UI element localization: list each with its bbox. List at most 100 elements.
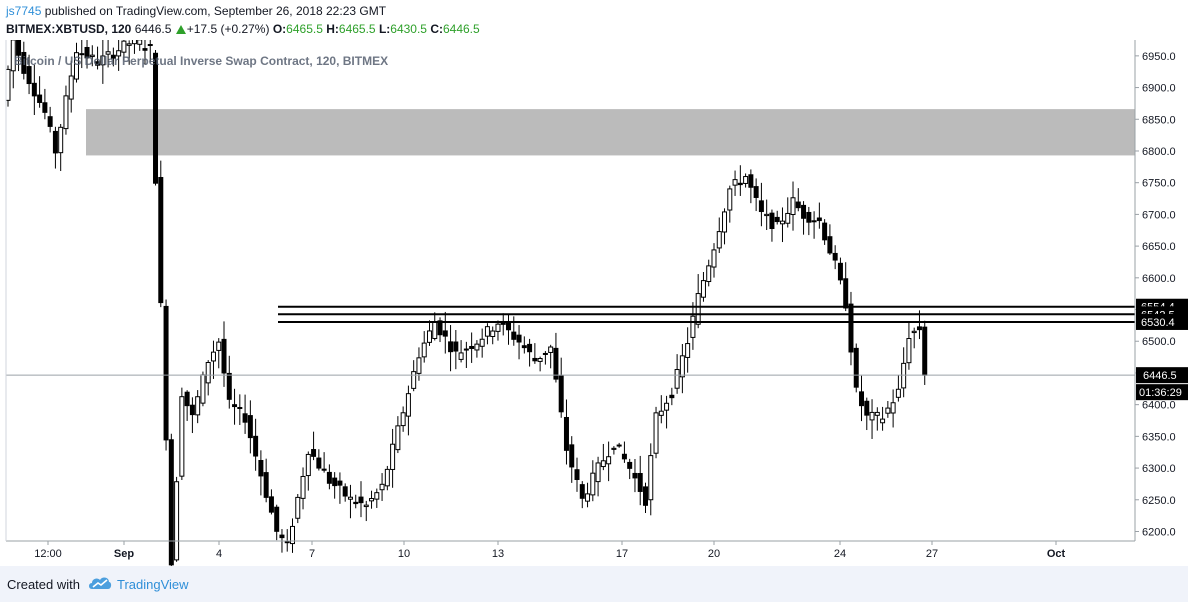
candle — [469, 332, 475, 363]
up-candle-body — [679, 355, 685, 378]
candle — [801, 201, 807, 235]
up-candle-body — [5, 68, 11, 101]
candle — [859, 375, 865, 422]
candle — [200, 371, 206, 407]
candle — [121, 40, 127, 61]
candles — [5, 40, 928, 566]
low-label: L: — [378, 22, 391, 36]
up-candle-body — [79, 53, 85, 56]
down-candle-body — [864, 400, 870, 416]
x-tick-label: 7 — [309, 548, 315, 560]
candle — [105, 40, 111, 68]
up-candle-body — [126, 43, 132, 46]
down-candle-body — [616, 444, 622, 447]
candle — [595, 456, 601, 497]
up-candle-body — [706, 265, 712, 283]
up-candle-body — [790, 197, 796, 216]
down-candle-body — [142, 48, 148, 51]
up-candle-body — [131, 40, 137, 45]
candle — [822, 219, 828, 245]
close-label: C: — [430, 22, 443, 36]
line-price-label-text: 6530.4 — [1141, 317, 1175, 329]
candle — [316, 449, 322, 471]
author-link[interactable]: js7745 — [6, 4, 42, 18]
y-tick-label: 6850.0 — [1142, 114, 1176, 126]
down-candle-body — [268, 496, 274, 513]
candle — [632, 459, 638, 493]
down-candle-body — [189, 404, 195, 416]
down-candle-body — [795, 201, 801, 209]
up-candle-body — [674, 369, 680, 389]
chart-title: Bitcoin / US Dollar Perpetual Inverse Sw… — [14, 54, 388, 68]
candle — [52, 126, 58, 169]
down-candle-body — [527, 343, 533, 353]
price-chart[interactable]: Bitcoin / US Dollar Perpetual Inverse Sw… — [0, 40, 1188, 566]
candle — [189, 397, 195, 434]
candle — [722, 208, 728, 245]
up-candle-body — [890, 402, 896, 414]
down-candle-body — [579, 484, 585, 499]
candle — [300, 467, 306, 510]
candle — [574, 457, 580, 492]
up-candle-body — [421, 342, 427, 358]
tradingview-link[interactable]: TradingView — [117, 577, 189, 592]
line-price-label-bg — [1136, 313, 1188, 330]
candle — [753, 178, 759, 212]
open-value: 6465.5 — [286, 22, 323, 36]
candle — [374, 488, 380, 508]
candle — [379, 473, 385, 501]
down-candle-body — [163, 305, 169, 441]
down-candle-body — [506, 322, 512, 331]
created-with-text: Created with — [7, 577, 80, 592]
up-candle-body — [200, 374, 206, 404]
candle — [26, 54, 32, 95]
candle — [500, 313, 506, 336]
down-candle-body — [31, 82, 37, 97]
candle — [700, 271, 706, 302]
candle — [606, 441, 612, 482]
candle — [237, 394, 243, 425]
up-candle-body — [237, 407, 243, 410]
down-candle-body — [110, 54, 116, 59]
y-tick-label: 6200.0 — [1142, 526, 1176, 538]
down-candle-body — [848, 303, 854, 353]
candle — [548, 344, 554, 369]
candle — [711, 243, 717, 278]
candle — [426, 320, 432, 346]
down-candle-body — [563, 416, 569, 451]
candle — [474, 340, 480, 358]
down-candle-body — [806, 211, 812, 223]
current-price-label: 6446.5 01:36:29 — [1136, 367, 1188, 401]
up-candle-body — [611, 447, 617, 450]
up-candle-body — [73, 52, 79, 80]
down-candle-body — [153, 52, 159, 184]
candle — [116, 40, 122, 71]
up-candle-body — [290, 525, 296, 545]
candle — [516, 325, 522, 360]
down-candle-body — [232, 404, 238, 408]
candle — [216, 338, 222, 369]
candle — [353, 494, 359, 509]
down-candle-body — [801, 204, 807, 219]
down-candle-body — [453, 341, 459, 352]
candle — [637, 455, 643, 506]
up-candle-body — [658, 410, 664, 416]
candle — [542, 351, 548, 365]
candle — [390, 428, 396, 488]
candle — [37, 76, 43, 108]
down-candle-body — [637, 473, 643, 492]
up-candle-body — [811, 220, 817, 223]
tradingview-cloud-icon[interactable] — [88, 575, 112, 591]
up-candle-body — [363, 504, 369, 508]
candle — [611, 446, 617, 455]
x-tick-label: 4 — [216, 548, 222, 560]
last-price: 6446.5 — [134, 22, 172, 36]
down-candle-body — [758, 200, 764, 213]
up-candle-body — [405, 393, 411, 417]
candle — [600, 443, 606, 471]
candle — [253, 418, 259, 471]
candle — [395, 416, 401, 454]
up-candle-body — [500, 322, 506, 325]
candle — [174, 476, 180, 562]
supply-zone — [86, 109, 1135, 156]
